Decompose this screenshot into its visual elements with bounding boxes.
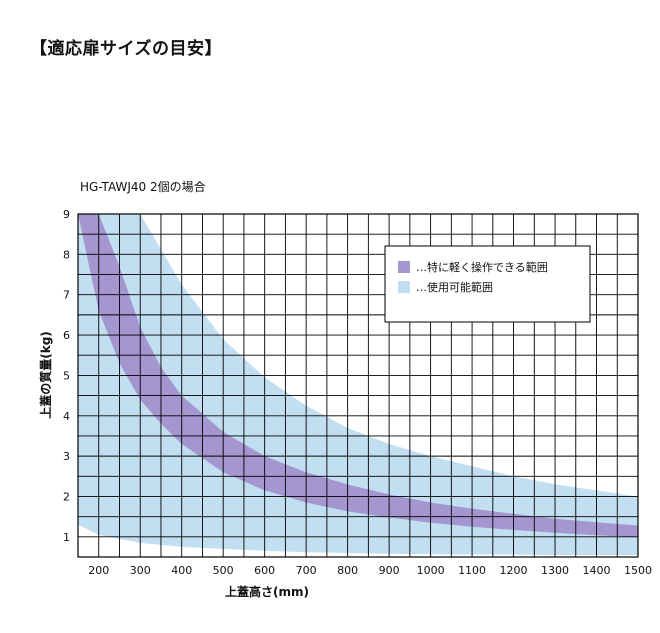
y-tick-label: 5	[63, 369, 70, 382]
x-tick-label: 300	[130, 564, 151, 577]
x-tick-label: 200	[88, 564, 109, 577]
x-tick-label: 700	[296, 564, 317, 577]
y-tick-label: 9	[63, 208, 70, 221]
x-tick-label: 1300	[541, 564, 569, 577]
y-tick-label: 6	[63, 329, 70, 342]
x-tick-label: 400	[171, 564, 192, 577]
legend-item: …特に軽く操作できる範囲	[416, 260, 548, 274]
x-tick-label: 900	[379, 564, 400, 577]
x-tick-label: 1400	[583, 564, 611, 577]
legend-swatch	[398, 281, 410, 293]
x-tick-label: 1000	[417, 564, 445, 577]
y-axis-label: 上蓋の質量(kg)	[38, 331, 53, 419]
x-axis-label: 上蓋高さ(mm)	[225, 584, 309, 599]
y-tick-label: 8	[63, 248, 70, 261]
x-tick-label: 500	[213, 564, 234, 577]
x-tick-label: 800	[337, 564, 358, 577]
legend-item: …使用可能範囲	[416, 280, 493, 294]
y-tick-label: 4	[63, 410, 70, 423]
x-tick-label: 1200	[500, 564, 528, 577]
y-tick-label: 2	[63, 490, 70, 503]
chart-title: HG-TAWJ40 2個の場合	[80, 180, 206, 194]
x-tick-label: 600	[254, 564, 275, 577]
plot-frame	[77, 213, 639, 558]
y-tick-label: 1	[63, 531, 70, 544]
y-tick-label: 7	[63, 289, 70, 302]
legend-box	[384, 245, 591, 323]
y-tick-label: 3	[63, 450, 70, 463]
band-usable-range	[78, 214, 638, 555]
page-title: 【適応扉サイズの目安】	[30, 39, 222, 59]
x-tick-label: 1500	[624, 564, 652, 577]
x-tick-label: 1100	[458, 564, 486, 577]
legend-swatch	[398, 261, 410, 273]
